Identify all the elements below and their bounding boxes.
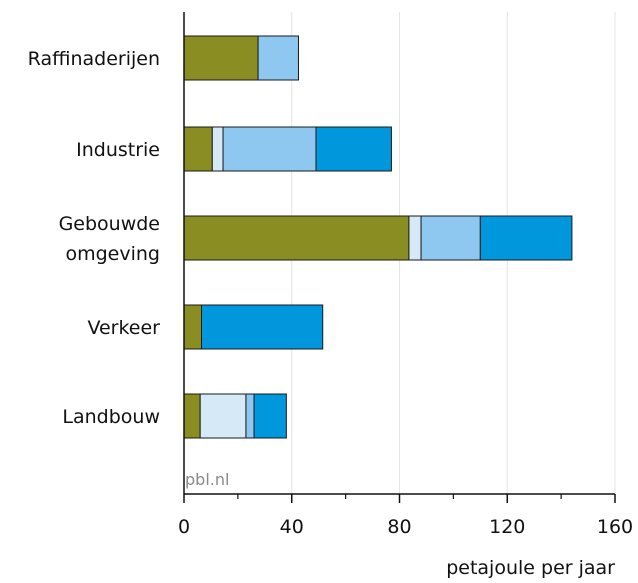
category-label: Gebouwde (59, 213, 160, 235)
category-label: Verkeer (87, 317, 160, 339)
bar-segment (253, 393, 287, 439)
bar-segment (183, 215, 410, 261)
bar-segment (408, 215, 422, 261)
category-labels: Raffinaderijen Industrie Gebouwde omgeving V… (28, 48, 161, 428)
category-label: Industrie (76, 139, 160, 161)
category-label: omgeving (65, 243, 160, 265)
bar-segment (183, 126, 213, 172)
x-axis-label: petajoule per jaar (446, 557, 615, 579)
bar-segment (315, 126, 392, 172)
bar-segment (222, 126, 317, 172)
bar-segment (245, 393, 255, 439)
x-tick-label: 0 (178, 516, 190, 538)
bar-segment (183, 304, 203, 350)
x-tick-label: 80 (387, 516, 411, 538)
bar-segment (183, 393, 201, 439)
bar-segment (199, 393, 247, 439)
x-tick-label: 120 (489, 516, 525, 538)
x-ticks: 0 40 80 120 160 (178, 494, 633, 538)
bar-segment (257, 35, 299, 81)
category-label: Raffinaderijen (28, 48, 160, 70)
category-label: Landbouw (62, 406, 160, 428)
x-tick-label: 40 (280, 516, 304, 538)
x-tick-label: 160 (597, 516, 633, 538)
bars (183, 35, 573, 439)
bar-segment (420, 215, 481, 261)
bar-segment (183, 35, 259, 81)
bar-segment (479, 215, 573, 261)
bar-segment (201, 304, 324, 350)
source-label: pbl.nl (185, 470, 229, 489)
bar-segment (211, 126, 224, 172)
